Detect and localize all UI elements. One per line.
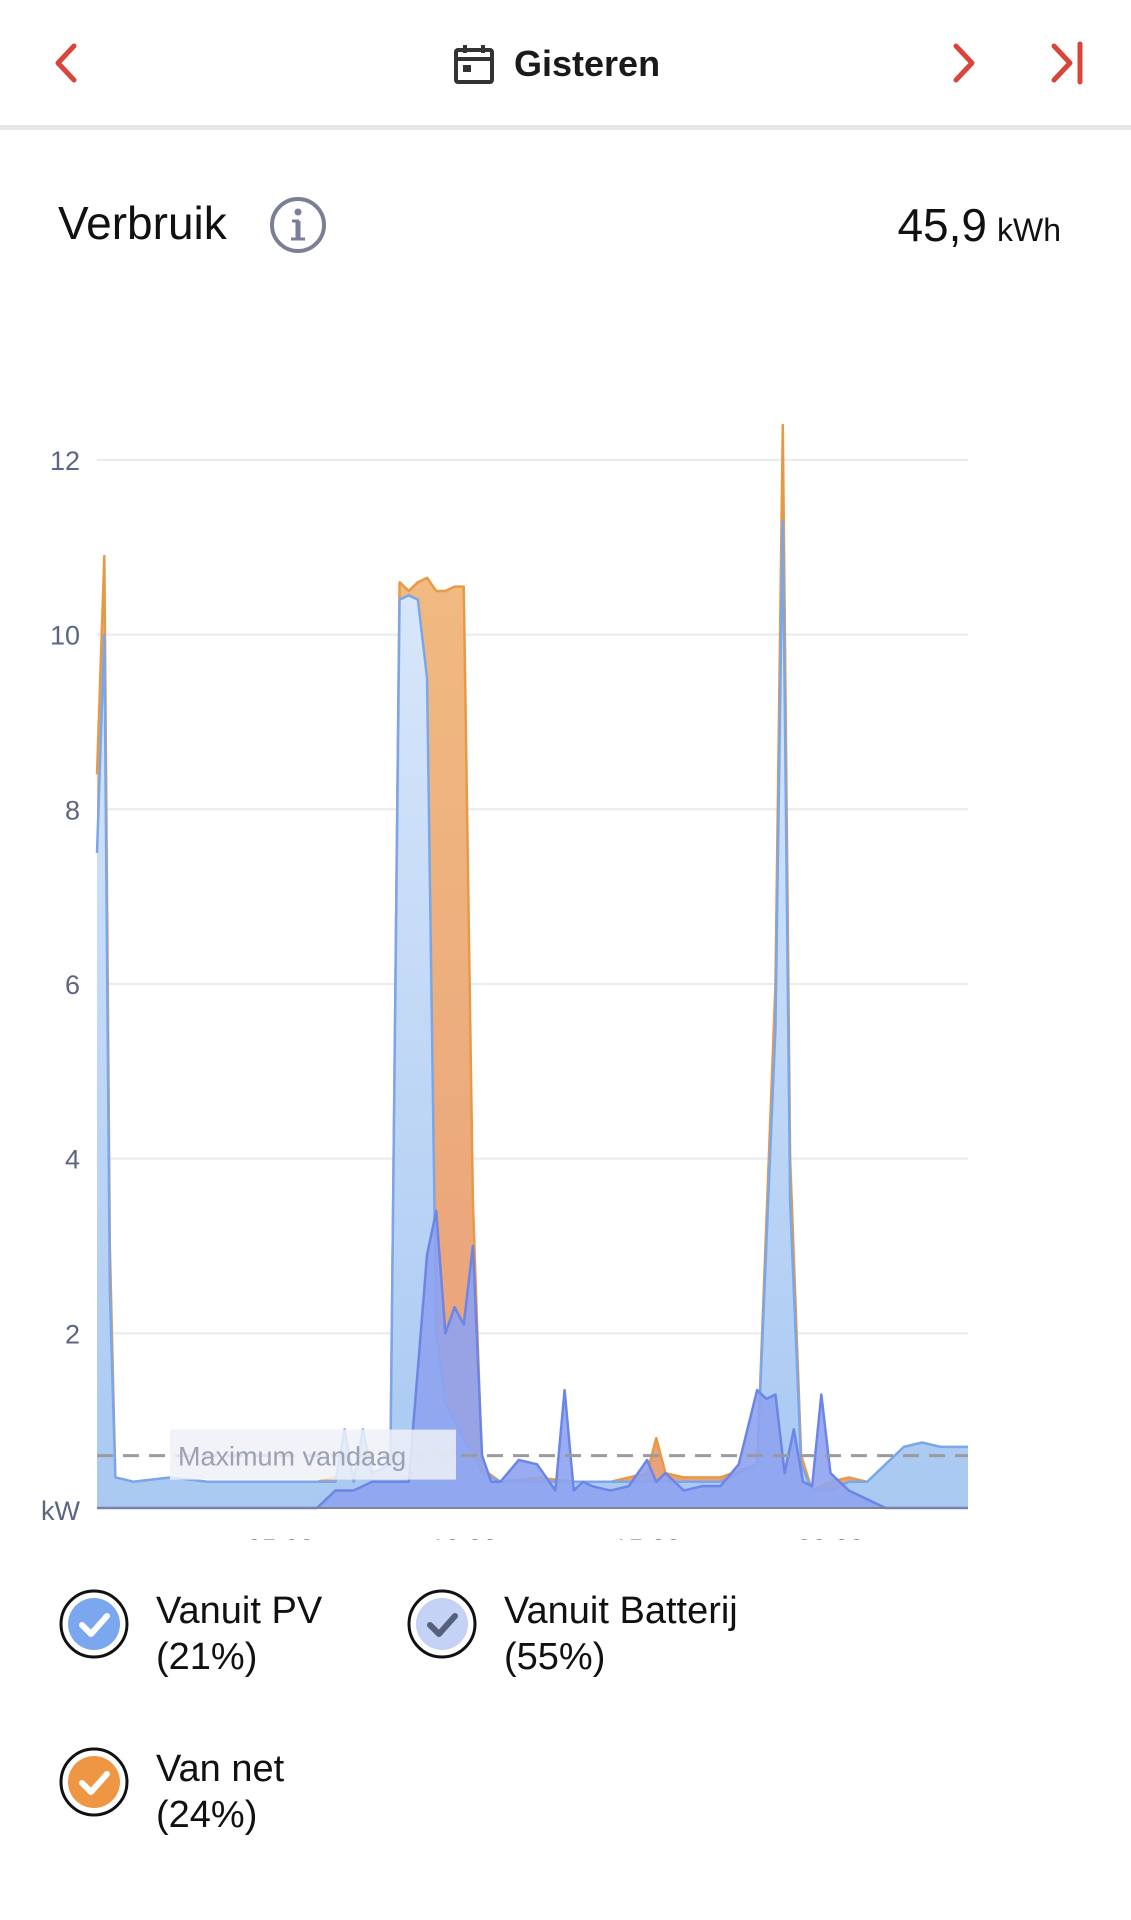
legend-share: (21%) — [156, 1636, 258, 1678]
top-bar: Gisteren — [0, 0, 1131, 130]
consumption-chart: Maximum vandaag 2 4 6 8 10 12 kW 05:00 10:00 15:0… — [41, 423, 968, 1540]
section-title: Verbruik — [58, 197, 227, 249]
y-tick-label: 2 — [65, 1319, 80, 1349]
y-tick-label: 4 — [65, 1145, 80, 1175]
y-tick-label: 6 — [65, 970, 80, 1000]
chart-axes: 2 4 6 8 10 12 kW 05:00 10:00 15:00 20:00 — [41, 446, 968, 1540]
x-tick-label: 15:00 — [613, 1534, 681, 1540]
y-unit-label: kW — [41, 1496, 81, 1526]
x-tick-label: 20:00 — [797, 1534, 865, 1540]
total-value: 45,9 — [897, 199, 987, 251]
legend-item-pv[interactable]: Vanuit PV (21%) — [58, 1588, 322, 1680]
legend-share: (55%) — [504, 1636, 606, 1678]
skip-to-end-icon — [1051, 41, 1083, 85]
next-day-button[interactable] — [928, 28, 998, 98]
chart-gridlines — [97, 458, 968, 1335]
reference-label-background — [170, 1429, 456, 1480]
chevron-right-icon — [953, 43, 975, 83]
series-line-battery — [97, 1209, 968, 1510]
y-tick-label: 10 — [50, 621, 80, 651]
series-area-pv — [97, 521, 968, 1508]
previous-day-button[interactable] — [32, 28, 102, 98]
series-line-grid — [95, 423, 968, 1492]
legend-label: Vanuit PV — [156, 1590, 323, 1632]
check-circle-icon — [59, 1747, 129, 1817]
x-tick-label: 10:00 — [430, 1534, 498, 1540]
series-area-grid — [97, 425, 968, 1508]
info-icon[interactable] — [268, 195, 328, 255]
legend-item-battery[interactable]: Vanuit Batterij (55%) — [406, 1588, 738, 1680]
y-tick-label: 8 — [65, 795, 80, 825]
y-tick-label: 12 — [50, 446, 80, 476]
legend-item-grid[interactable]: Van net (24%) — [58, 1746, 284, 1838]
reference-label: Maximum vandaag — [178, 1442, 406, 1472]
legend-label: Van net — [156, 1748, 285, 1790]
total-unit: kWh — [997, 212, 1061, 248]
calendar-icon — [454, 45, 494, 84]
legend-label: Vanuit Batterij — [504, 1590, 738, 1632]
check-circle-icon — [407, 1589, 477, 1659]
x-tick-label: 05:00 — [247, 1534, 315, 1540]
legend-share: (24%) — [156, 1794, 258, 1836]
total-consumption: 45,9 kWh — [897, 198, 1061, 252]
maximum-reference: Maximum vandaag — [97, 1429, 968, 1480]
chart-series — [95, 423, 968, 1510]
series-line-pv — [95, 519, 968, 1492]
date-label: Gisteren — [514, 43, 661, 84]
chevron-left-icon — [55, 43, 77, 83]
check-circle-icon — [59, 1589, 129, 1659]
last-day-button[interactable] — [1032, 28, 1102, 98]
date-picker[interactable]: Gisteren — [452, 34, 660, 94]
series-area-battery — [97, 1211, 968, 1508]
